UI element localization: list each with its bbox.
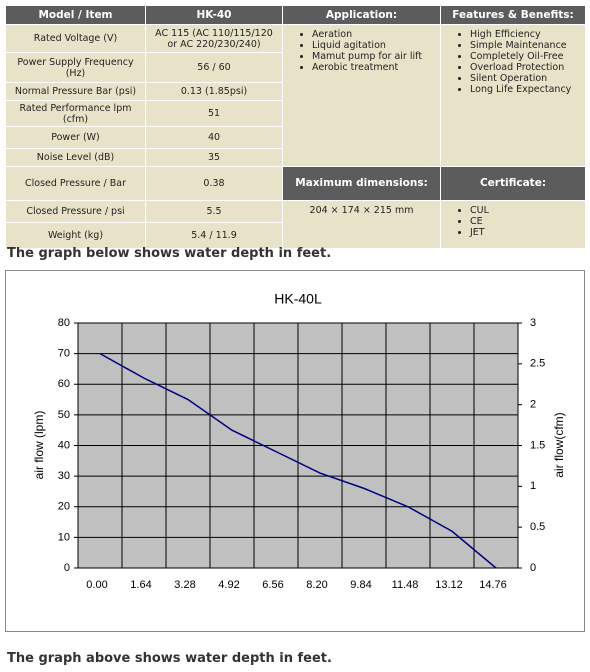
cell: AC 115 (AC 110/115/120 or AC 220/230/240… [145,24,283,53]
y-tick-label: 30 [58,470,70,482]
header-cell: HK-40 [145,5,283,25]
cell: Weight (kg) [5,222,146,249]
y-tick-label: 20 [58,501,70,513]
y2-tick-label: 1.5 [530,439,545,451]
list-item: High Efficiency [470,29,582,40]
y2-tick-label: 1 [530,480,536,492]
caption: The graph below shows water depth in fee… [7,246,332,261]
y-tick-label: 10 [58,531,70,543]
cell: Power Supply Frequency (Hz) [5,52,146,83]
series-line [99,352,497,569]
x-tick-label: 14.76 [479,579,507,591]
x-tick-label: 4.92 [218,579,239,591]
x-tick-label: 13.12 [435,579,463,591]
list-item: Mamut pump for air lift [312,51,437,62]
y2-tick-label: 0 [530,562,536,574]
header-cell: Maximum dimensions: [282,166,441,201]
x-tick-label: 3.28 [174,579,195,591]
x-tick-label: 9.84 [350,579,371,591]
y2-tick-label: 2 [530,399,536,411]
list-item: Aerobic treatment [312,62,437,73]
list-item: Simple Maintenance [470,40,582,51]
y-tick-label: 60 [58,378,70,390]
cell: Closed Pressure / Bar [5,166,146,201]
header-cell: Certificate: [440,166,586,201]
cell: Rated Performance lpm (cfm) [5,100,146,127]
cell: 40 [145,126,283,149]
cell: Normal Pressure Bar (psi) [5,82,146,101]
x-tick-label: 1.64 [130,579,151,591]
x-tick-label: 6.56 [262,579,283,591]
y-axis-label: air flow (lpm) [32,411,46,480]
header-cell: Model / Item [5,5,146,25]
dimensions-cell: 204 × 174 × 215 mm [282,200,441,249]
cell: Noise Level (dB) [5,148,146,167]
list-item: Liquid agitation [312,40,437,51]
cell: Power (W) [5,126,146,149]
cell: 5.4 / 11.9 [145,222,283,249]
application-cell: AerationLiquid agitationMamut pump for a… [282,24,441,167]
list-item: CUL [470,205,582,216]
spec-table: Model / Item HK-40 Application: Features… [5,5,586,249]
y-tick-label: 40 [58,439,70,451]
cell: 0.38 [145,166,283,201]
features-cell: High EfficiencySimple MaintenanceComplet… [440,24,586,167]
y-tick-label: 70 [58,348,70,360]
list-item: Completely Oil-Free [470,51,582,62]
cell: 56 / 60 [145,52,283,83]
y-tick-label: 50 [58,409,70,421]
list-item: Overload Protection [470,62,582,73]
y2-axis-label: air flow(cfm) [552,412,566,477]
x-tick-label: 0.00 [86,579,107,591]
chart-title: HK-40L [274,291,322,307]
x-tick-label: 11.48 [392,579,419,591]
list-item: JET [470,227,582,238]
list-item: Long Life Expectancy [470,84,582,95]
list-item: CE [470,216,582,227]
x-tick-label: 8.20 [306,579,327,591]
y-tick-label: 80 [58,317,70,329]
y2-tick-label: 0.5 [530,521,545,533]
caption: The graph above shows water depth in fee… [7,651,332,666]
y2-tick-label: 2.5 [530,358,545,370]
certificate-cell: CULCEJET [440,200,586,249]
y2-tick-label: 3 [530,317,536,329]
cell: Rated Voltage (V) [5,24,146,53]
list-item: Silent Operation [470,73,582,84]
y-tick-label: 0 [64,562,70,574]
list-item: Aeration [312,29,437,40]
cell: 51 [145,100,283,127]
